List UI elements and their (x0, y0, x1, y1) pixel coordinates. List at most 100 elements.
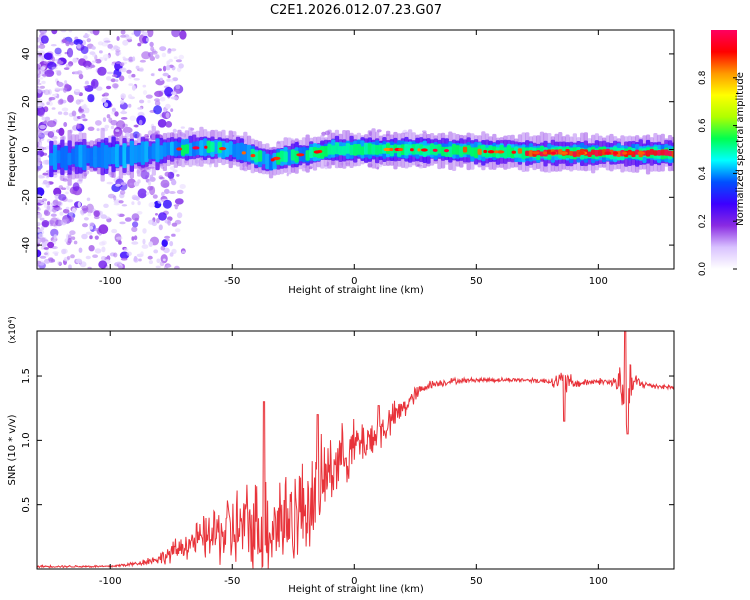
spectrogram-noise-blob (165, 121, 173, 128)
spectrogram-noise-blob (42, 180, 48, 185)
spectrogram-noise-blob (66, 185, 70, 191)
spectrogram-noise-blob (65, 63, 72, 68)
spectrogram-noise-blob (43, 247, 49, 250)
spectrogram-ridge-cell (148, 146, 153, 160)
spectrogram-noise-blob (176, 189, 184, 195)
spectrogram-noise-blob (115, 236, 123, 240)
spectrogram-noise-blob (168, 58, 173, 63)
spectrogram-noise-blob (37, 85, 40, 89)
spectrogram-noise-blob (133, 30, 141, 37)
spectrogram-ridge-cell (473, 147, 479, 158)
snr-x-tick-label: 50 (470, 576, 483, 587)
spectrogram-noise-blob (87, 126, 95, 131)
spectrogram-noise-blob (82, 223, 88, 228)
spectrogram-noise-blob (125, 36, 133, 40)
spectrogram-ridge-cell (67, 152, 72, 166)
spectrogram-noise-blob (38, 175, 46, 179)
spectrogram-ridge-cell (56, 150, 61, 164)
spectrogram-noise-blob (87, 30, 93, 33)
spectrogram-ridge-cell (429, 143, 435, 155)
spectrogram-noise-blob (113, 46, 121, 50)
spectrogram-noise-blob (39, 217, 45, 221)
spectrogram-noise-blob (175, 84, 181, 90)
spectrogram-ridge-cell (481, 144, 486, 157)
spectrogram-peak-spot (542, 151, 548, 155)
spectrogram-noise-blob (142, 84, 147, 88)
snr-x-ticks: -100 -50 0 50 100 (99, 331, 608, 587)
spectrogram-noise-blob (63, 67, 70, 70)
spectrogram-noise-blob (99, 50, 103, 54)
spectrogram-noise-blob (173, 56, 178, 60)
spectrogram-ridge-cell (426, 145, 431, 155)
spectrogram-noise-blob (133, 78, 140, 81)
spectrogram-noise-blob (131, 241, 139, 245)
spectrogram-noise-blob (115, 61, 121, 65)
spectrogram-noise-blob (171, 91, 177, 95)
spectrogram-noise-blob (106, 114, 111, 119)
spectrogram-ridge-cell (528, 150, 534, 157)
spectrogram-ridge-cell (162, 142, 167, 157)
spectrogram-peak-spot (421, 148, 428, 152)
spectrogram-noise-blob (131, 85, 136, 91)
spectrogram-noise-blob (111, 107, 116, 113)
spectrogram-noise-blob (131, 226, 138, 232)
spectrogram-noise-blob (46, 205, 51, 211)
spectrogram-noise-blob (85, 231, 93, 235)
spectrogram-noise-blob (154, 90, 164, 97)
spectrogram-noise-blob (75, 99, 81, 105)
spectrogram-noise-blob (37, 229, 42, 233)
spectrogram-ridge-cell (334, 142, 340, 155)
spectrogram-noise-blob (122, 56, 126, 60)
spectrogram-noise-blob (37, 249, 42, 258)
snr-x-tick-label: -50 (224, 576, 240, 587)
snr-y-tick-label: 0.5 (21, 497, 32, 513)
spectrogram-noise-blob (164, 86, 174, 97)
spectrogram-ridge-cell (345, 143, 350, 154)
spectrogram-noise-blob (38, 233, 44, 239)
spectrogram-ridge-cell (477, 148, 482, 155)
spectrogram-noise-blob (138, 258, 142, 262)
colorbar-tick-label: 0.0 (698, 262, 708, 277)
spectrogram-peak-spot (483, 149, 488, 154)
spectrogram-noise-blob (84, 33, 88, 37)
spectrogram-noise-blob (134, 217, 139, 222)
spectrogram-noise-blob (155, 54, 160, 59)
spectrogram-noise-blob (81, 104, 88, 109)
spectrogram-noise-blob (62, 248, 68, 254)
spectrogram-noise-blob (172, 169, 178, 173)
spectrogram-noise-blob (155, 213, 158, 216)
spectrogram-ridge-cell (645, 150, 651, 157)
spectrogram-noise-blob (163, 109, 167, 113)
spectrogram-noise-blob (59, 211, 64, 216)
spectrogram-peak-spot (219, 147, 227, 151)
spectrogram-noise-blob (181, 250, 186, 254)
spectrogram-ridge-cell (118, 146, 124, 166)
spectrogram-noise-blob (132, 221, 139, 228)
spectrogram-ridge-cell (525, 150, 530, 156)
spectrogram-ridge-cell (327, 143, 332, 155)
spectrogram-noise-blob (41, 80, 46, 84)
spectrogram-peak-spot (383, 147, 391, 152)
spectrogram-noise-blob (106, 85, 112, 90)
spectrogram-peak-spot (578, 151, 585, 155)
spectrogram-noise-blob (174, 198, 184, 205)
spectrogram-marks (37, 30, 674, 269)
spectrogram-peak-spot (561, 151, 568, 155)
spectrogram-noise-blob (42, 74, 48, 77)
spectrogram-noise-blob (106, 71, 114, 75)
spectrogram-noise-blob (132, 56, 136, 62)
spectrogram-noise-blob (91, 46, 96, 50)
spectrogram-noise-blob (83, 217, 89, 221)
spectrogram-noise-blob (106, 76, 112, 81)
spectrogram-noise-blob (133, 255, 138, 262)
spectrogram-noise-blob (78, 73, 84, 80)
spectrogram-noise-blob (96, 128, 100, 132)
spectrogram-noise-blob (72, 182, 80, 192)
spectrogram-noise-blob (76, 43, 81, 49)
spectrogram-noise-blob (40, 35, 49, 44)
spectrogram-peak-spot (397, 147, 404, 152)
spectrogram-noise-blob (115, 183, 121, 187)
spectrogram-noise-blob (40, 226, 45, 231)
spectrogram-noise-blob (102, 117, 107, 122)
spectrogram-y-tick-label: 40 (21, 48, 32, 61)
